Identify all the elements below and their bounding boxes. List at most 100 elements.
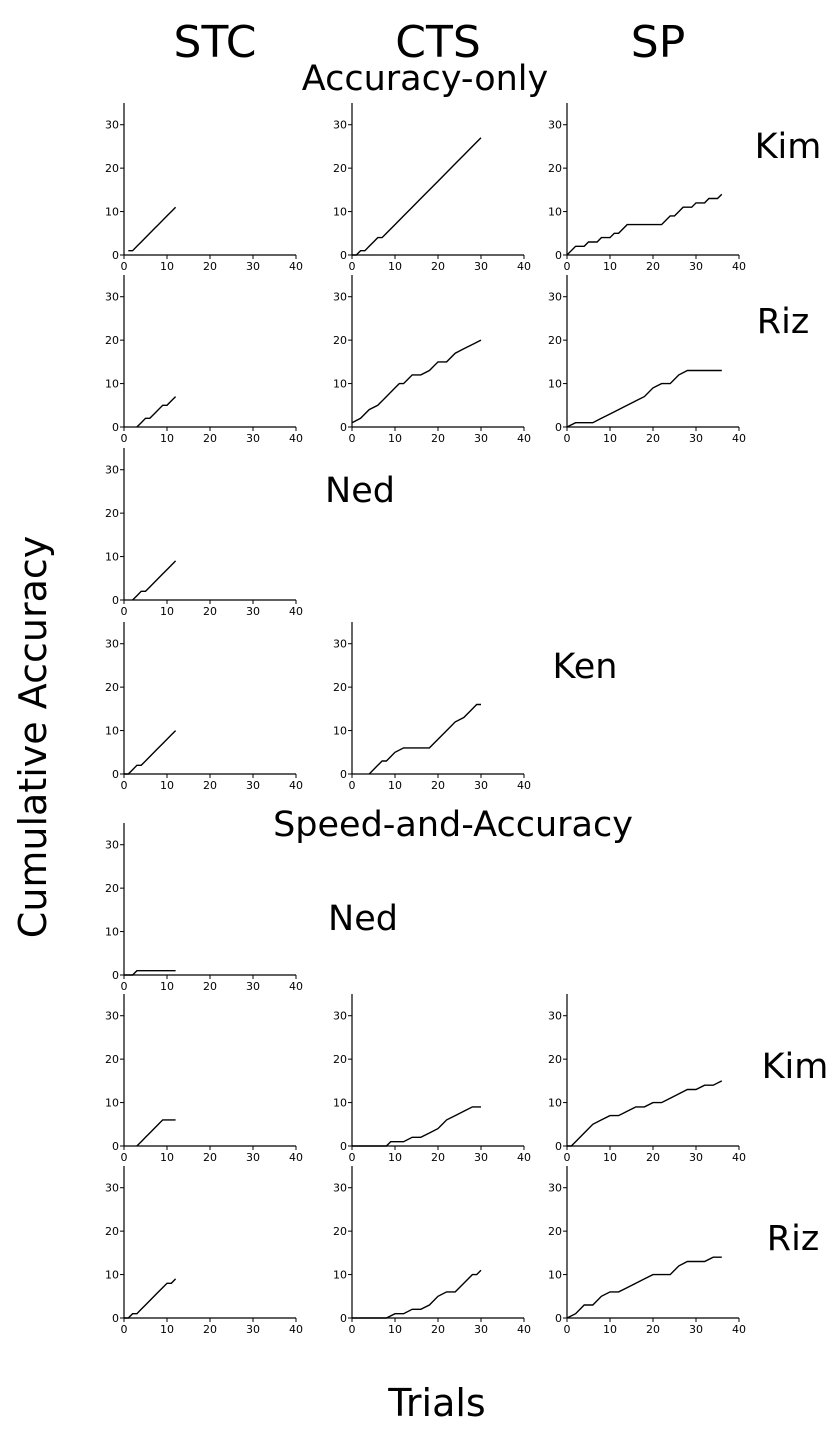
section-title-accuracy-only: Accuracy-only xyxy=(302,59,549,99)
x-tick-label: 10 xyxy=(603,1151,617,1164)
x-tick-label: 10 xyxy=(160,1151,174,1164)
y-tick-label: 0 xyxy=(112,768,119,781)
y-tick-label: 10 xyxy=(548,206,562,219)
y-tick-label: 0 xyxy=(555,1140,562,1153)
x-tick-label: 30 xyxy=(474,432,488,445)
y-tick-label: 30 xyxy=(105,119,119,132)
x-tick-label: 40 xyxy=(732,1323,746,1336)
y-tick-label: 30 xyxy=(105,464,119,477)
x-tick-label: 10 xyxy=(160,432,174,445)
x-tick-label: 30 xyxy=(246,432,260,445)
y-tick-label: 10 xyxy=(105,725,119,738)
x-tick-label: 10 xyxy=(160,980,174,993)
x-tick-label: 30 xyxy=(246,1151,260,1164)
y-tick-label: 20 xyxy=(333,1225,347,1238)
y-tick-label: 0 xyxy=(340,421,347,434)
x-tick-label: 20 xyxy=(203,779,217,792)
x-tick-label: 0 xyxy=(349,432,356,445)
y-tick-label: 10 xyxy=(105,926,119,939)
x-tick-label: 40 xyxy=(289,260,303,273)
panel-speed-and-accuracy-cts-kim: 0 10 20 30 0 10 20 30 40 xyxy=(333,994,531,1164)
panel-accuracy-only-sp-kim: 0 10 20 30 0 10 20 30 40 xyxy=(548,103,746,273)
y-tick-label: 20 xyxy=(105,1053,119,1066)
panel-speed-and-accuracy-sp-kim: 0 10 20 30 0 10 20 30 40 xyxy=(548,994,746,1164)
x-tick-label: 10 xyxy=(388,779,402,792)
subject-label-accuracy-only-ken: Ken xyxy=(553,647,618,687)
x-tick-label: 40 xyxy=(517,779,531,792)
series-line-speed-and-accuracy-cts-riz xyxy=(352,1269,482,1319)
y-tick-label: 20 xyxy=(548,1053,562,1066)
y-tick-label: 10 xyxy=(548,1097,562,1110)
y-tick-label: 0 xyxy=(112,594,119,607)
x-tick-label: 0 xyxy=(564,1151,571,1164)
x-tick-label: 10 xyxy=(160,1323,174,1336)
y-tick-label: 20 xyxy=(333,162,347,175)
subject-label-speed-and-accuracy-ned: Ned xyxy=(328,899,398,939)
y-tick-label: 10 xyxy=(105,1097,119,1110)
x-tick-label: 30 xyxy=(689,1151,703,1164)
x-tick-label: 20 xyxy=(646,432,660,445)
y-tick-label: 20 xyxy=(105,507,119,520)
x-tick-label: 0 xyxy=(349,1151,356,1164)
x-tick-label: 20 xyxy=(431,779,445,792)
y-tick-label: 0 xyxy=(112,1140,119,1153)
panel-accuracy-only-stc-ned: 0 10 20 30 0 10 20 30 40 xyxy=(105,448,303,618)
subject-label-accuracy-only-kim: Kim xyxy=(755,127,822,167)
x-tick-label: 10 xyxy=(160,605,174,618)
x-tick-label: 30 xyxy=(474,260,488,273)
y-tick-label: 10 xyxy=(333,206,347,219)
y-tick-label: 0 xyxy=(112,969,119,982)
series-line-speed-and-accuracy-stc-riz xyxy=(124,1278,177,1319)
y-tick-label: 10 xyxy=(105,378,119,391)
x-tick-label: 30 xyxy=(246,605,260,618)
y-tick-label: 20 xyxy=(105,681,119,694)
y-tick-label: 20 xyxy=(548,162,562,175)
series-line-accuracy-only-cts-riz xyxy=(351,339,482,424)
y-tick-label: 0 xyxy=(340,768,347,781)
x-tick-label: 40 xyxy=(732,432,746,445)
x-tick-label: 40 xyxy=(289,1151,303,1164)
y-tick-label: 10 xyxy=(105,551,119,564)
y-tick-label: 10 xyxy=(105,1269,119,1282)
series-line-accuracy-only-stc-ken xyxy=(124,730,177,775)
x-tick-label: 20 xyxy=(646,1323,660,1336)
column-header-stc: STC xyxy=(174,17,257,68)
y-tick-label: 0 xyxy=(112,421,119,434)
y-tick-label: 10 xyxy=(333,1269,347,1282)
x-tick-label: 40 xyxy=(289,432,303,445)
column-header-cts: CTS xyxy=(395,17,481,68)
y-tick-label: 30 xyxy=(333,1182,347,1195)
x-tick-label: 0 xyxy=(564,432,571,445)
x-tick-label: 30 xyxy=(246,260,260,273)
series-line-speed-and-accuracy-sp-kim xyxy=(567,1080,723,1147)
series-line-accuracy-only-cts-ken xyxy=(368,703,481,775)
series-line-accuracy-only-stc-ned xyxy=(132,560,177,601)
y-tick-label: 30 xyxy=(105,839,119,852)
series-line-speed-and-accuracy-cts-kim xyxy=(352,1106,481,1147)
x-tick-label: 0 xyxy=(121,980,128,993)
y-tick-label: 20 xyxy=(105,334,119,347)
y-tick-label: 30 xyxy=(333,119,347,132)
panel-accuracy-only-cts-kim: 0 10 20 30 0 10 20 30 40 xyxy=(333,103,531,273)
x-tick-label: 0 xyxy=(121,1323,128,1336)
x-tick-label: 0 xyxy=(121,779,128,792)
subject-label-speed-and-accuracy-riz: Riz xyxy=(767,1219,819,1259)
series-line-accuracy-only-sp-kim xyxy=(566,193,723,256)
series-line-accuracy-only-stc-riz xyxy=(136,396,177,428)
panel-speed-and-accuracy-stc-kim: 0 10 20 30 0 10 20 30 40 xyxy=(105,994,303,1164)
y-tick-label: 30 xyxy=(548,1010,562,1023)
x-tick-label: 30 xyxy=(474,1323,488,1336)
panel-speed-and-accuracy-sp-riz: 0 10 20 30 0 10 20 30 40 xyxy=(548,1166,746,1336)
series-line-accuracy-only-stc-kim xyxy=(128,206,177,252)
x-tick-label: 40 xyxy=(517,1323,531,1336)
series-line-speed-and-accuracy-stc-ned xyxy=(124,970,176,976)
x-tick-label: 0 xyxy=(121,260,128,273)
y-tick-label: 20 xyxy=(105,1225,119,1238)
x-tick-label: 30 xyxy=(246,1323,260,1336)
y-tick-label: 30 xyxy=(548,291,562,304)
x-tick-label: 30 xyxy=(246,779,260,792)
y-tick-label: 30 xyxy=(105,291,119,304)
x-tick-label: 0 xyxy=(564,1323,571,1336)
series-line-accuracy-only-sp-riz xyxy=(566,369,722,428)
